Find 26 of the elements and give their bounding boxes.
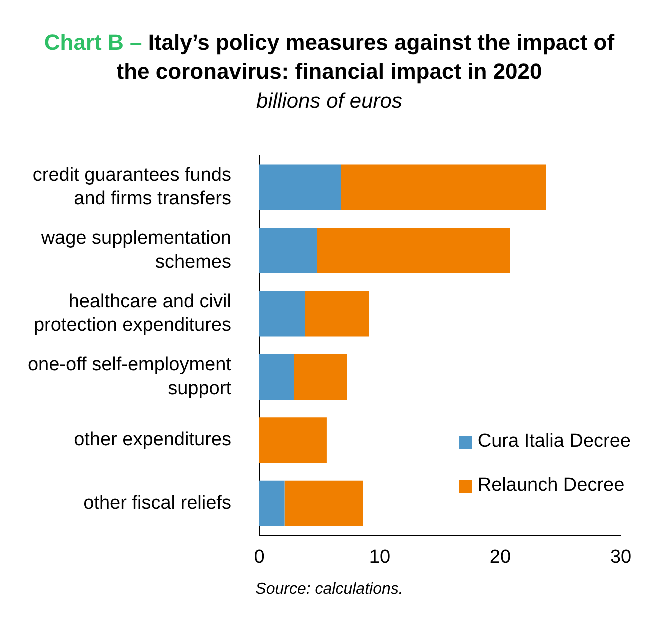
bar (259, 164, 342, 210)
chart-subtitle: billions of euros (256, 90, 404, 114)
chart-title: Chart B – Italy’s policy measures against the impact of the coronavirus: financial impact in 2020 (44, 30, 615, 84)
bar (259, 228, 318, 274)
y-tick-label: other fiscal reliefs (84, 492, 232, 514)
y-tick-label: other expenditures (74, 430, 232, 451)
bar (294, 354, 348, 400)
y-tick-label: one-off self-employment support (28, 354, 232, 400)
y-tick-label: wage supplementation schemes (40, 228, 232, 273)
bar (341, 164, 546, 210)
source-note: Source: calculations. (254, 581, 404, 599)
bar (284, 480, 364, 526)
x-tick-label: 0 (254, 546, 265, 568)
x-tick-label: 10 (369, 546, 391, 568)
x-tick-label: 20 (490, 546, 512, 568)
legend-label: Cura Italia Decree (478, 431, 631, 453)
y-tick-label: credit guarantees funds and firms transfers (32, 164, 232, 210)
legend-label: Relaunch Decree (478, 475, 625, 497)
bar (259, 291, 306, 337)
bar (317, 228, 510, 274)
bar (259, 354, 294, 400)
y-tick-label: healthcare and civil protection expenditures (34, 291, 232, 336)
bar (259, 480, 285, 526)
x-tick-label: 30 (610, 546, 632, 568)
bar (305, 291, 370, 337)
bar (259, 418, 327, 464)
